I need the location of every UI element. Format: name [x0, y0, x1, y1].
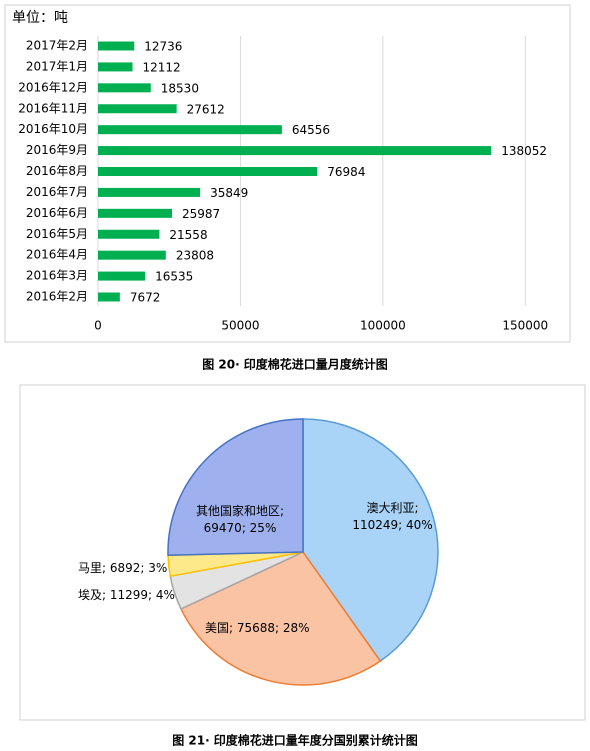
value-label: 12112 — [143, 60, 181, 74]
value-label: 35849 — [210, 186, 248, 200]
value-label: 21558 — [169, 228, 207, 242]
y-tick-label: 2016年5月 — [26, 227, 88, 241]
value-label: 12736 — [144, 40, 182, 54]
x-tick-label: 50000 — [221, 319, 259, 333]
bar — [98, 146, 492, 156]
bar — [98, 208, 173, 218]
caption: 图 21· 印度棉花进口量年度分国别累计统计图 — [172, 733, 418, 748]
y-tick-label: 2016年2月 — [26, 290, 88, 304]
unit-label: 单位：吨 — [12, 10, 68, 26]
bar — [98, 83, 151, 93]
bar — [98, 62, 133, 72]
value-label: 7672 — [130, 291, 161, 305]
y-tick-label: 2016年3月 — [26, 269, 88, 283]
caption: 图 20· 印度棉花进口量月度统计图 — [202, 357, 388, 372]
y-tick-label: 2016年10月 — [18, 122, 88, 136]
value-label: 23808 — [176, 249, 214, 263]
y-tick-label: 2016年8月 — [26, 164, 88, 178]
value-label: 16535 — [155, 270, 193, 284]
slice-label: 埃及; 11299; 4% — [78, 588, 175, 602]
bar — [98, 187, 201, 197]
value-label: 25987 — [182, 207, 220, 221]
bar — [98, 250, 166, 260]
bar — [98, 271, 146, 281]
pie-slice — [179, 551, 382, 686]
slice-label: 澳大利亚; 110249; 40% — [352, 501, 433, 532]
value-label: 138052 — [501, 144, 547, 158]
bar — [98, 292, 120, 302]
x-tick-label: 100000 — [360, 319, 406, 333]
y-tick-label: 2016年11月 — [18, 101, 88, 115]
y-tick-label: 2016年9月 — [26, 143, 88, 157]
y-tick-label: 2017年2月 — [26, 39, 88, 53]
y-tick-label: 2016年6月 — [26, 206, 88, 220]
y-tick-label: 2016年7月 — [26, 185, 88, 199]
pie-slice — [302, 418, 439, 663]
y-tick-label: 2016年4月 — [26, 248, 88, 262]
y-tick-label: 2016年12月 — [18, 80, 88, 94]
value-label: 64556 — [292, 123, 330, 137]
slice-label: 美国; 75688; 28% — [205, 621, 310, 635]
bar — [98, 167, 318, 176]
bar — [98, 104, 177, 114]
x-tick-label: 150000 — [502, 319, 548, 333]
bar — [98, 41, 135, 51]
x-tick-label: 0 — [94, 319, 102, 333]
y-tick-label: 2017年1月 — [26, 59, 88, 73]
bar — [98, 229, 160, 239]
slice-label: 其他国家和地区; 69470; 25% — [195, 504, 285, 535]
slice-label: 马里; 6892; 3% — [78, 561, 168, 575]
value-label: 18530 — [161, 81, 199, 95]
pie-slice — [167, 418, 304, 557]
bar — [98, 125, 282, 135]
value-label: 76984 — [327, 165, 365, 179]
value-label: 27612 — [187, 102, 225, 116]
